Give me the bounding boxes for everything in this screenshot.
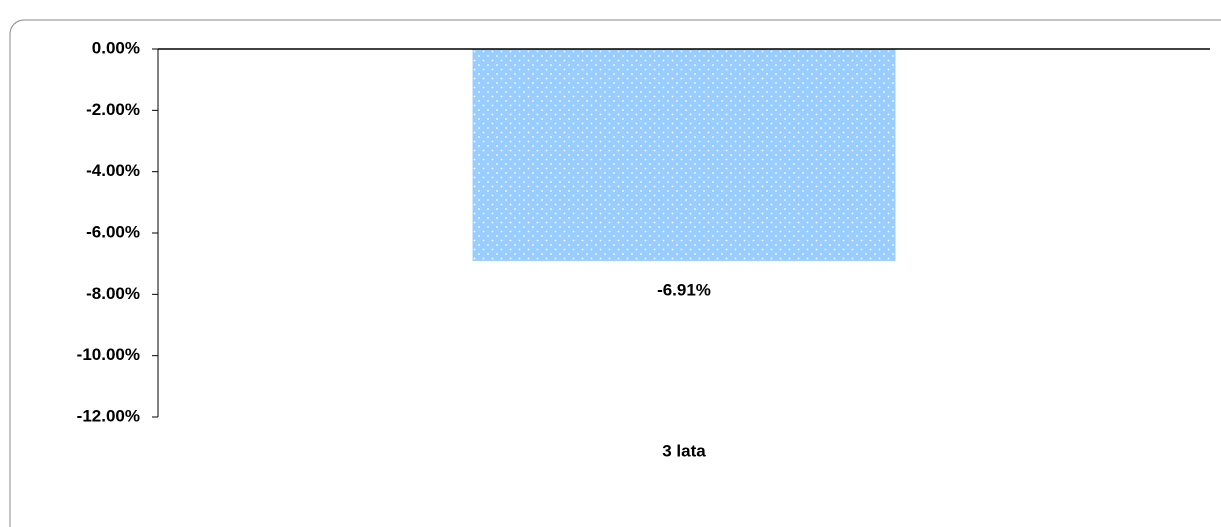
value-label: -6.91%	[657, 280, 711, 299]
chart-frame	[9, 19, 1221, 527]
y-tick-label: 0.00%	[92, 38, 140, 57]
y-tick-label: -8.00%	[86, 284, 140, 303]
y-tick-label: -10.00%	[77, 345, 140, 364]
bar	[472, 49, 896, 261]
y-tick-label: -6.00%	[86, 222, 140, 241]
y-tick-label: -12.00%	[77, 406, 140, 425]
y-tick-label: -4.00%	[86, 161, 140, 180]
y-tick-label: -2.00%	[86, 100, 140, 119]
x-tick-label: 3 lata	[662, 441, 706, 460]
